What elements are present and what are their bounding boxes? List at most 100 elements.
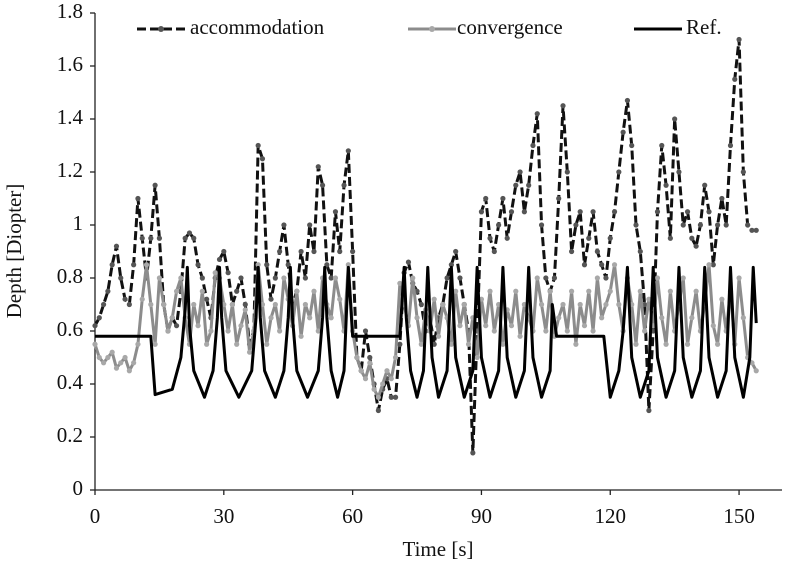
series-marker	[208, 328, 214, 334]
series-marker	[654, 275, 661, 281]
series-marker	[324, 262, 330, 268]
series-marker	[345, 262, 351, 268]
series-marker	[281, 275, 287, 281]
series-marker	[161, 301, 167, 308]
series-marker	[633, 341, 639, 347]
series-marker	[478, 209, 485, 215]
series-marker	[410, 275, 416, 281]
series-marker	[100, 301, 107, 308]
legend-item: convergence	[408, 15, 563, 39]
series-marker	[569, 288, 575, 294]
series-marker	[637, 248, 643, 255]
series-marker	[594, 275, 600, 281]
series-marker	[753, 368, 759, 374]
series-marker	[315, 164, 321, 170]
series-marker	[663, 341, 669, 347]
series-marker	[693, 243, 699, 249]
legend-label: Ref.	[686, 15, 722, 39]
series-marker	[517, 333, 523, 339]
series-marker	[307, 222, 313, 228]
series-marker	[392, 354, 399, 361]
legend-item: Ref.	[634, 15, 722, 39]
series-marker	[264, 341, 270, 347]
series-marker	[457, 323, 463, 329]
series-marker	[461, 301, 467, 308]
series-marker	[659, 315, 665, 321]
series-marker	[281, 222, 287, 228]
series-marker	[448, 262, 454, 268]
series-marker	[298, 248, 304, 255]
series-marker	[92, 323, 98, 329]
y-tick-label: 0.6	[57, 317, 83, 341]
series-marker	[195, 323, 201, 329]
series-marker	[521, 209, 527, 215]
series-marker	[212, 270, 218, 276]
series-marker	[397, 280, 403, 286]
series-marker	[135, 195, 141, 202]
series-marker	[277, 248, 283, 255]
series-marker	[448, 341, 454, 347]
series-marker	[234, 341, 240, 347]
series-marker	[285, 262, 291, 268]
series-marker	[556, 195, 562, 202]
series-marker	[667, 288, 673, 294]
series-marker	[264, 262, 270, 268]
x-tick-label: 120	[595, 504, 627, 528]
series-marker	[302, 275, 308, 281]
series-marker	[96, 315, 102, 321]
legend-item: accommodation	[137, 15, 325, 39]
series-marker	[714, 222, 721, 228]
series-marker	[637, 288, 643, 294]
series-marker	[710, 262, 716, 268]
series-marker	[109, 349, 115, 355]
series-marker	[749, 227, 755, 233]
series-marker	[362, 328, 369, 334]
series-marker	[139, 235, 145, 241]
series-marker	[191, 301, 197, 308]
series-marker	[689, 235, 695, 241]
series-marker	[616, 301, 622, 308]
series-marker	[538, 222, 545, 228]
series-marker	[362, 376, 369, 382]
series-marker	[504, 235, 510, 241]
series-marker	[272, 301, 278, 308]
series-marker	[491, 328, 497, 334]
series-marker	[590, 328, 596, 334]
series-marker	[122, 296, 128, 302]
series-marker	[113, 365, 120, 371]
series-marker	[727, 142, 734, 149]
series-marker	[204, 296, 210, 302]
series-marker	[225, 270, 231, 276]
series-marker	[624, 97, 631, 104]
series-marker	[667, 235, 673, 241]
series-marker	[277, 328, 283, 334]
series-marker	[599, 262, 605, 268]
series-marker	[719, 195, 725, 202]
series-marker	[392, 394, 399, 400]
series-marker	[659, 142, 665, 149]
series-marker	[199, 288, 205, 294]
x-tick-label: 0	[90, 504, 101, 528]
series-marker	[105, 288, 111, 294]
series-marker	[732, 76, 738, 82]
series-marker	[418, 301, 424, 308]
series-marker	[186, 230, 193, 236]
series-marker	[646, 296, 652, 302]
series-marker	[118, 275, 124, 281]
series-marker	[483, 323, 489, 329]
series-marker	[496, 222, 502, 228]
series-marker	[169, 315, 175, 321]
series-marker	[629, 142, 635, 149]
series-marker	[543, 275, 549, 281]
series-marker	[195, 262, 201, 268]
series-marker	[684, 209, 691, 215]
series-marker	[581, 262, 588, 268]
series-marker	[693, 288, 699, 294]
series-marker	[255, 142, 261, 149]
series-marker	[191, 235, 197, 241]
series-marker	[268, 296, 274, 302]
series-marker	[242, 307, 248, 313]
series-marker	[337, 248, 343, 255]
legend-label: accommodation	[190, 15, 325, 39]
